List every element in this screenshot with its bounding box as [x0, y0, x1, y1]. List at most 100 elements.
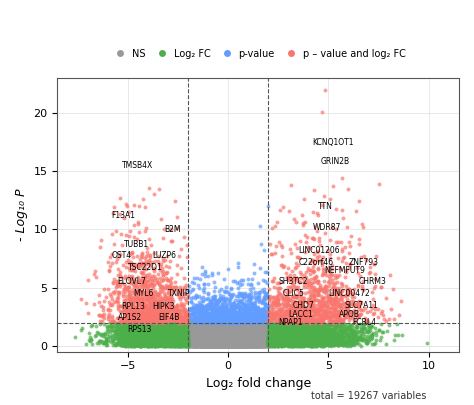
- Point: [277, 342, 285, 349]
- Point: [213, 326, 220, 332]
- Point: [248, 340, 256, 347]
- Point: [246, 336, 254, 343]
- Point: [255, 315, 263, 321]
- Point: [212, 340, 219, 347]
- Point: [153, 321, 160, 328]
- Point: [202, 332, 210, 339]
- Point: [298, 323, 306, 329]
- Point: [235, 337, 242, 344]
- Point: [220, 335, 228, 342]
- Point: [159, 319, 166, 325]
- Point: [224, 339, 232, 345]
- Point: [240, 332, 248, 339]
- Point: [250, 340, 257, 346]
- Point: [232, 320, 239, 326]
- Point: [237, 314, 244, 321]
- Point: [287, 321, 294, 327]
- Point: [243, 337, 250, 343]
- Point: [243, 337, 250, 343]
- Point: [129, 327, 137, 333]
- Point: [225, 321, 232, 328]
- Point: [236, 335, 243, 341]
- Point: [119, 322, 127, 328]
- Point: [191, 340, 199, 347]
- Point: [190, 331, 198, 338]
- Point: [317, 287, 325, 293]
- Point: [108, 296, 116, 302]
- Point: [226, 339, 233, 345]
- Point: [234, 333, 241, 339]
- Point: [304, 299, 311, 305]
- Point: [210, 341, 218, 347]
- Point: [187, 334, 194, 341]
- Point: [272, 339, 279, 345]
- Point: [193, 330, 201, 336]
- Point: [157, 283, 164, 290]
- Point: [225, 334, 232, 340]
- Point: [283, 338, 291, 344]
- Point: [226, 338, 234, 344]
- Point: [308, 293, 316, 300]
- Point: [100, 315, 108, 321]
- Point: [205, 330, 212, 337]
- Point: [213, 342, 220, 349]
- Point: [210, 323, 218, 330]
- Point: [224, 341, 231, 347]
- Point: [231, 321, 239, 327]
- Point: [228, 343, 236, 349]
- Point: [243, 340, 251, 347]
- Point: [131, 320, 138, 326]
- Point: [238, 338, 246, 344]
- Point: [237, 333, 245, 339]
- Point: [346, 326, 354, 333]
- Point: [274, 342, 282, 348]
- Point: [140, 316, 148, 323]
- Point: [242, 336, 249, 342]
- Point: [184, 335, 192, 342]
- Point: [156, 299, 164, 306]
- Point: [328, 318, 336, 324]
- Point: [140, 337, 148, 343]
- Point: [235, 337, 243, 343]
- Point: [144, 294, 152, 300]
- Point: [216, 321, 223, 327]
- Point: [98, 312, 105, 319]
- Point: [240, 339, 248, 345]
- Point: [237, 337, 245, 343]
- Point: [187, 339, 195, 345]
- Point: [208, 320, 216, 327]
- Point: [232, 331, 239, 338]
- Point: [128, 337, 135, 344]
- Point: [342, 331, 350, 337]
- Point: [227, 340, 234, 347]
- Point: [221, 340, 228, 346]
- Point: [197, 338, 204, 345]
- Point: [242, 339, 249, 345]
- Point: [215, 342, 222, 349]
- Point: [325, 339, 332, 346]
- Point: [122, 307, 130, 313]
- Point: [216, 331, 224, 337]
- Point: [308, 280, 316, 287]
- Point: [318, 327, 325, 334]
- Point: [176, 339, 183, 345]
- Point: [214, 339, 222, 346]
- Point: [233, 339, 240, 346]
- Point: [209, 339, 217, 345]
- Point: [178, 286, 185, 292]
- Point: [145, 305, 152, 312]
- Point: [241, 337, 249, 344]
- Point: [142, 319, 149, 326]
- Point: [232, 338, 240, 344]
- Point: [216, 340, 224, 347]
- Point: [230, 322, 238, 328]
- Point: [170, 309, 178, 316]
- Point: [256, 336, 264, 343]
- Point: [339, 321, 347, 327]
- Point: [251, 311, 258, 318]
- Point: [293, 316, 301, 323]
- Point: [253, 328, 261, 335]
- Point: [334, 295, 342, 302]
- Point: [138, 250, 146, 256]
- Point: [216, 342, 223, 348]
